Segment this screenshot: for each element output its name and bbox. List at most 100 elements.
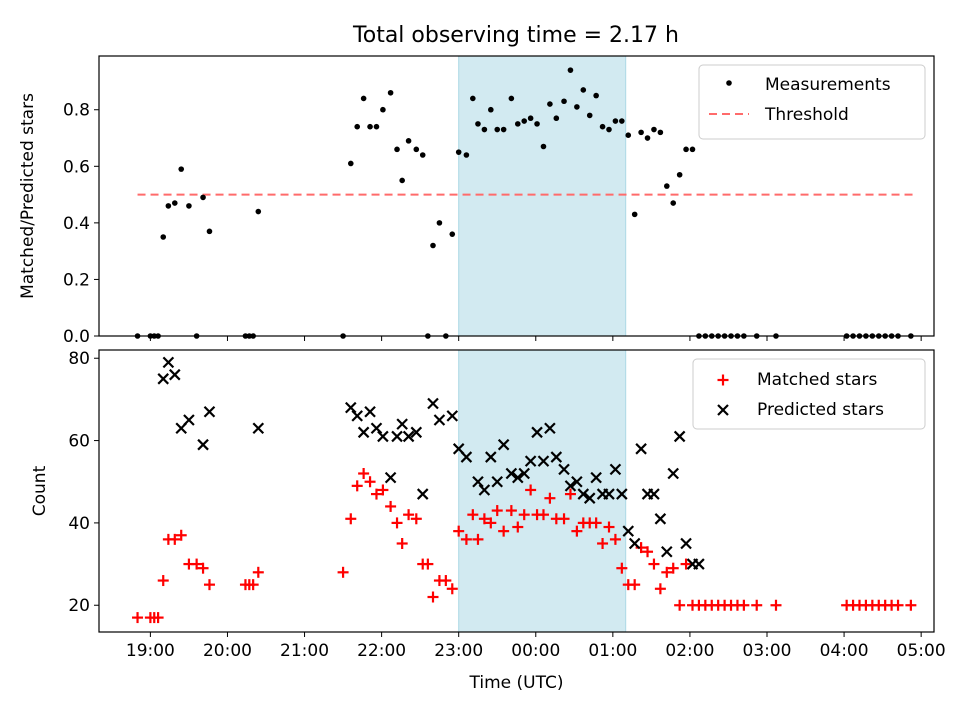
matched-star-point [396,537,408,549]
predicted-star-point-stroke [648,488,660,500]
measurement-point [360,95,367,102]
x-tick-label: 03:00 [743,641,792,661]
predicted-star-point [396,418,408,430]
matched-star-point [629,579,641,591]
predicted-star-point-stroke [628,537,641,550]
measurement-point [567,67,574,73]
measurement-point [631,211,638,218]
y-tick-label: 0.4 [63,214,90,234]
matched-star-point [391,517,403,529]
y-axis-label: Matched/Predicted stars [18,93,38,299]
measurement-point [553,115,560,122]
predicted-star-point-stroke [157,373,170,385]
measurement-point [449,231,456,237]
measurement-point [206,228,213,235]
predicted-star-point [518,467,530,480]
predicted-star-point [550,451,563,463]
predicted-star-point [603,488,615,500]
measurement-point [165,203,172,209]
x-tick-label: 20:00 [203,641,252,661]
legend-threshold-label: Threshold [764,105,849,125]
matched-star-point [564,488,576,500]
measurement-point [380,106,386,113]
measurement-point [580,87,587,93]
matched-star-point [680,558,692,570]
measurement-point [664,183,670,189]
predicted-star-point-stroke [537,455,550,467]
predicted-star-point-stroke [558,463,570,476]
predicted-star-point [203,405,216,418]
matched-star-point [512,521,524,533]
predicted-star-point-stroke [396,418,408,430]
measurement-point [160,234,167,240]
predicted-star-point [544,422,556,434]
measurement-point [593,92,599,99]
predicted-star-point-stroke [497,438,510,451]
predicted-star-point [654,513,667,525]
predicted-star-point [162,356,175,369]
matched-star-point [505,505,517,517]
matched-star-point [460,533,472,545]
predicted-star-point-stroke [635,443,647,455]
measurement-point [619,118,625,124]
predicted-star-point [648,488,660,500]
predicted-star-point-stroke [416,488,429,500]
matched-star-point [370,488,382,500]
predicted-star-point [693,558,705,570]
measurement-point [599,123,606,130]
measurement-point [200,194,206,201]
measurement-point [670,200,677,206]
y-tick-label: 0.2 [63,270,90,290]
legend-measurements-label: Measurements [765,75,891,95]
matched-star-point [667,562,679,574]
x-tick-label: 22:00 [357,641,406,661]
predicted-star-point [667,467,680,480]
matched-star-point [472,533,484,545]
predicted-star-point-stroke [169,368,181,381]
predicted-star-point [537,455,550,467]
predicted-star-point [410,426,423,439]
predicted-star-point-stroke [550,451,563,463]
predicted-star-point [433,414,446,426]
matched-star-point [648,558,660,570]
measurement-point [419,152,426,158]
predicted-star-point [616,488,628,500]
predicted-star-point-stroke [577,488,590,500]
predicted-star-point [183,414,195,426]
matched-star-point [351,480,363,492]
plot-frame [98,349,935,633]
predicted-star-point [157,373,170,385]
predicted-star-point [478,484,491,496]
matched-star-point [422,558,434,570]
x-tick-label: 02:00 [665,641,714,661]
measurement-point [475,121,481,127]
predicted-star-point-stroke [197,438,209,451]
matched-star-point [337,566,349,578]
legend-predicted-marker-stroke [717,404,729,416]
predicted-star-point-stroke [427,397,439,410]
predicted-star-point-stroke [370,422,383,434]
measurement-point [540,143,547,150]
predicted-star-point [485,451,497,463]
predicted-star-point-stroke [518,467,530,480]
predicted-star-point-stroke [452,443,465,455]
predicted-star-point [364,405,376,418]
predicted-star-point-stroke [673,430,686,443]
matched-star-point [385,500,397,512]
legend-box [698,64,926,140]
measurement-point [387,89,394,96]
measurement-point [494,126,501,133]
measurement-point [574,104,580,110]
matched-star-point [478,513,490,525]
measurement-point [612,118,619,124]
predicted-star-point-stroke [603,488,615,500]
matched-star-point [654,583,666,595]
measurement-point [651,126,657,133]
matched-star-point [518,509,530,521]
measurement-point [521,118,528,124]
measurement-point [413,146,420,153]
predicted-star-point [460,451,473,463]
predicted-star-point-stroke [583,492,596,504]
predicted-star-point [590,471,602,484]
